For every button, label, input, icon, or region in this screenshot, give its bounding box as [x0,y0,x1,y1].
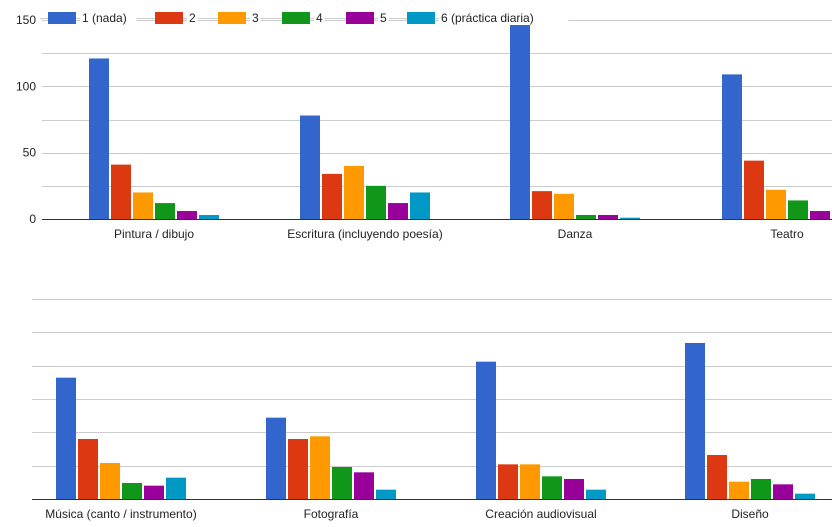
legend-swatch [155,12,183,24]
bar [729,481,749,499]
legend-label: 5 [380,11,387,25]
bar [354,472,374,499]
bar [598,215,618,219]
y-tick-label: 150 [16,13,36,27]
bar [751,479,771,499]
bar [410,192,430,219]
bar [100,463,120,499]
bar [144,485,164,499]
legend-label-bg [314,10,325,25]
bar [266,417,286,499]
legend-label-bg [378,10,389,25]
legend-swatch [282,12,310,24]
chart-panel-2: Música (canto / instrumento) Fotografía Cr… [32,299,832,521]
bar [122,483,142,499]
bar [788,200,808,219]
bar [388,203,408,219]
bar [344,165,364,219]
x-tick-label: Pintura / dibujo [114,227,194,241]
bar [810,211,830,219]
x-tick-label: Creación audiovisual [485,507,596,521]
bar [532,191,552,219]
bar [554,193,574,219]
legend-swatch [346,12,374,24]
legend-label: 6 (práctica diaria) [441,11,534,25]
bar [89,58,109,220]
bar [310,436,330,499]
legend-label: 3 [252,11,259,25]
bar [564,479,584,499]
legend-label-bg [187,10,198,25]
bar [744,160,764,219]
bar [111,164,131,219]
legend-label: 4 [316,11,323,25]
bar [722,74,742,219]
bar [366,185,386,219]
bar [78,439,98,499]
x-tick-label: Escritura (incluyendo poesía) [287,227,442,241]
bar [685,343,705,499]
x-tick-label: Danza [558,227,593,241]
y-tick-label: 100 [16,79,36,93]
bar [376,489,396,499]
bar [510,23,530,220]
legend-swatch [48,12,76,24]
bar [773,484,793,499]
bar [133,192,153,219]
bar [766,189,786,219]
bar [498,464,518,499]
bar [177,211,197,219]
x-tick-label: Teatro [770,227,804,241]
legend-label-bg [439,10,569,25]
bar [166,477,186,499]
bar [155,203,175,219]
legend-label-bg [250,10,261,25]
x-tick-label: Diseño [731,507,769,521]
x-tick-label: Fotografía [304,507,359,521]
bar [795,493,815,499]
chart-panel-1: 0 50 100 150 Pintura / dibujo Escritura (incl… [16,13,832,241]
bar [300,115,320,219]
legend-swatch [407,12,435,24]
bar [520,464,540,499]
bar [476,361,496,499]
legend: 1 (nada) 2 3 4 5 6 (práctica diaria) [40,10,569,25]
y-tick-label: 50 [23,146,37,160]
bar [322,173,342,219]
bar [707,455,727,499]
legend-label: 2 [189,11,196,25]
bar [199,215,219,219]
bar [332,467,352,499]
bar [288,439,308,499]
legend-swatch [218,12,246,24]
x-tick-label: Música (canto / instrumento) [45,507,196,521]
bar [586,489,606,499]
bar [56,377,76,499]
legend-label-bg [80,10,137,25]
bar [620,217,640,219]
bar [542,476,562,499]
legend-label: 1 (nada) [82,11,127,25]
y-tick-label: 0 [29,212,36,226]
bar [576,215,596,219]
